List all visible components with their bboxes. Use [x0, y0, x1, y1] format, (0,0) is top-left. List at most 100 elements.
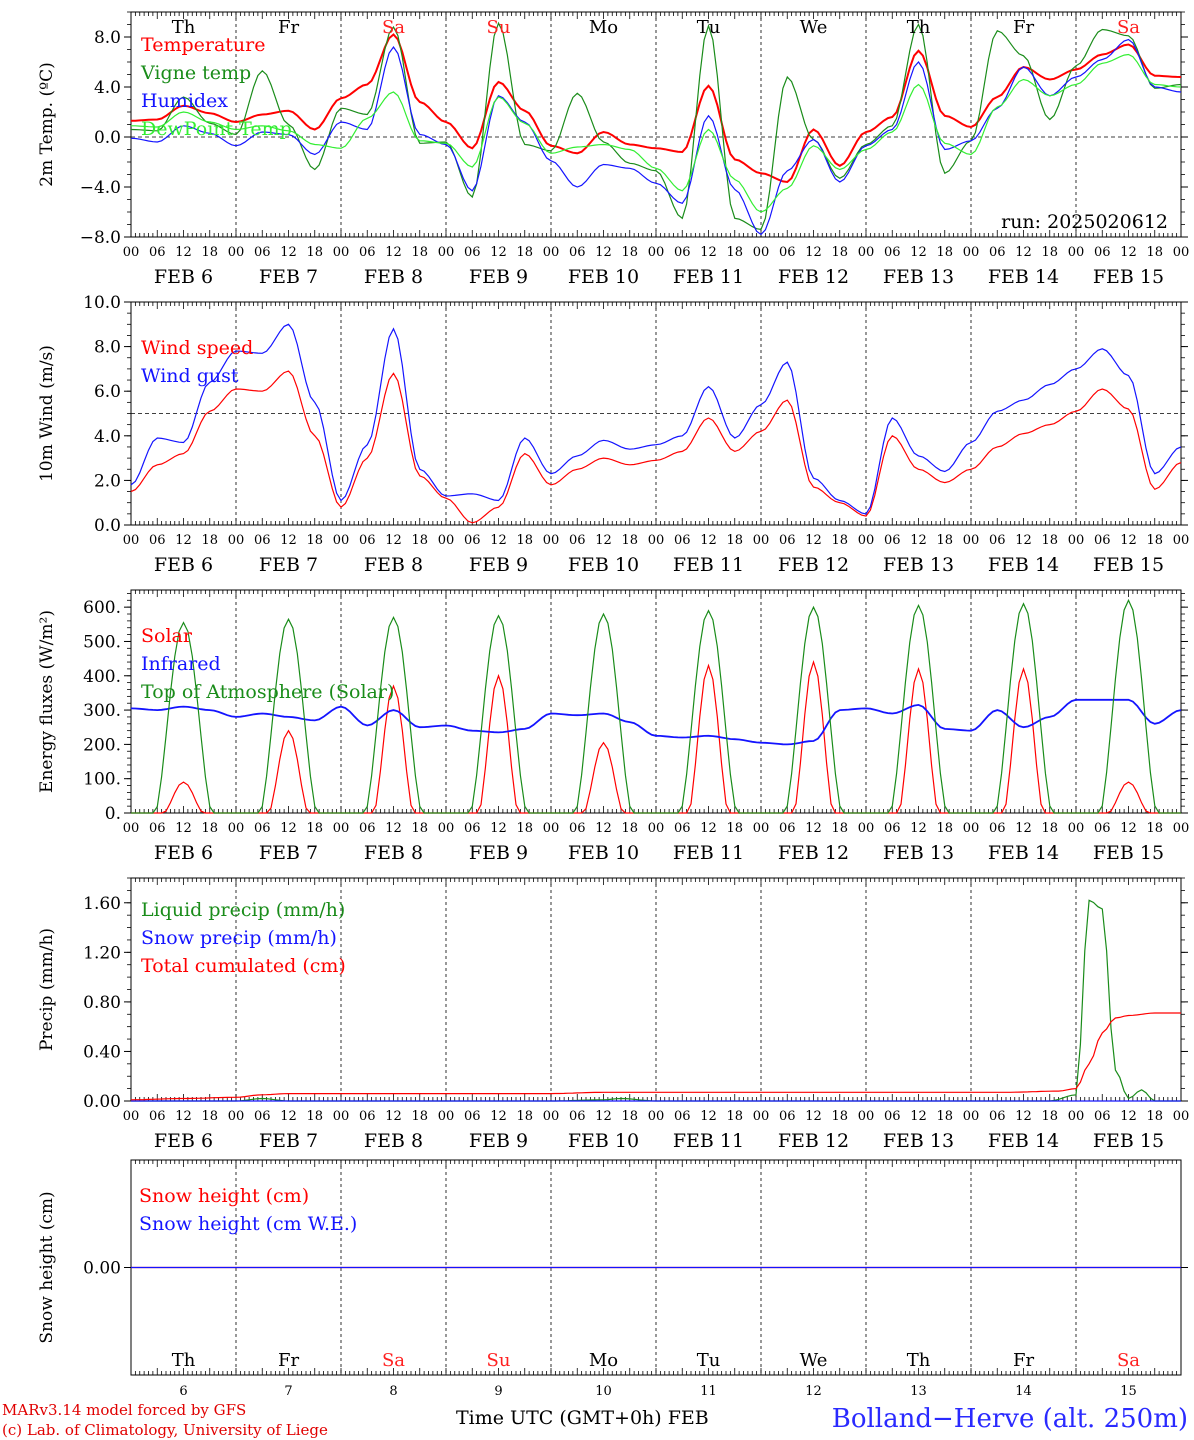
day-label: Sa: [1117, 1350, 1140, 1371]
model-credit: MARv3.14 model forced by GFS: [2, 1401, 246, 1419]
x-tick-label: 12: [910, 821, 927, 836]
x-axis-label: Time UTC (GMT+0h) FEB: [456, 1407, 709, 1429]
x-tick-label: 00: [1173, 245, 1190, 260]
date-label: FEB 6: [154, 842, 213, 864]
panel-3: 600. 500. 400. 300. 200. 100. 0. Energy fluxes …: [37, 589, 1189, 864]
x-tick-label: 00: [858, 1109, 875, 1124]
x-tick-label: 06: [464, 1109, 481, 1124]
x-tick-label: 18: [936, 821, 953, 836]
x-tick-label: 00: [648, 1109, 665, 1124]
day-label: Sa: [1117, 17, 1140, 38]
y-tick-label: 100.: [83, 770, 121, 790]
x-tick-label: 12: [1015, 245, 1032, 260]
x-tick-label: 06: [569, 1109, 586, 1124]
x-tick-label: 00: [123, 821, 140, 836]
x-tick-label: 06: [674, 1109, 691, 1124]
date-label: FEB 13: [883, 842, 954, 864]
x-tick-label: 18: [411, 533, 428, 548]
x-tick-label: 06: [149, 533, 166, 548]
y-tick-label: 1.20: [83, 943, 121, 963]
date-label: FEB 9: [469, 266, 528, 288]
legend-entry: Snow height (cm W.E.): [139, 1213, 357, 1235]
date-label: FEB 11: [673, 842, 744, 864]
x-tick-label: 06: [569, 821, 586, 836]
x-tick-label: 12: [805, 1109, 822, 1124]
x-tick-label: 00: [963, 245, 980, 260]
x-tick-label: 18: [306, 245, 323, 260]
day-label: Th: [172, 17, 196, 38]
date-label: FEB 7: [259, 266, 318, 288]
date-label: FEB 13: [883, 554, 954, 576]
y-axis-label: 2m Temp. (ºC): [37, 62, 57, 187]
day-number: 6: [179, 1384, 187, 1399]
x-tick-label: 18: [411, 245, 428, 260]
x-tick-label: 06: [884, 245, 901, 260]
x-tick-label: 06: [359, 533, 376, 548]
x-tick-label: 00: [333, 533, 350, 548]
x-tick-label: 18: [1041, 245, 1058, 260]
x-tick-label: 00: [753, 1109, 770, 1124]
x-tick-label: 06: [779, 1109, 796, 1124]
x-tick-label: 18: [726, 245, 743, 260]
x-tick-label: 00: [753, 245, 770, 260]
x-tick-label: 06: [464, 245, 481, 260]
x-tick-label: 06: [569, 533, 586, 548]
date-label: FEB 11: [673, 1130, 744, 1152]
x-tick-label: 12: [175, 1109, 192, 1124]
day-label: Fr: [278, 1350, 299, 1371]
day-label: Tu: [697, 17, 721, 38]
x-tick-label: 06: [254, 821, 271, 836]
x-tick-label: 12: [1015, 533, 1032, 548]
day-label: Th: [172, 1350, 196, 1371]
x-tick-label: 06: [674, 245, 691, 260]
x-tick-label: 12: [175, 821, 192, 836]
x-tick-label: 12: [280, 1109, 297, 1124]
x-tick-label: 00: [543, 533, 560, 548]
x-tick-label: 06: [149, 1109, 166, 1124]
day-label: Mo: [589, 1350, 618, 1371]
legend-entry: Total cumulated (cm): [141, 955, 346, 977]
x-tick-label: 18: [306, 533, 323, 548]
y-tick-label: 0.: [105, 804, 121, 824]
x-tick-label: 00: [1173, 533, 1190, 548]
legend-entry: Snow precip (mm/h): [141, 927, 337, 949]
day-number: 10: [595, 1384, 612, 1399]
date-label: FEB 9: [469, 554, 528, 576]
date-label: FEB 12: [778, 1130, 849, 1152]
legend-entry: DewPoint Temp: [141, 118, 292, 140]
x-tick-label: 12: [490, 533, 507, 548]
x-tick-label: 12: [1015, 1109, 1032, 1124]
date-label: FEB 12: [778, 266, 849, 288]
x-tick-label: 00: [543, 1109, 560, 1124]
legend-entry: Temperature: [141, 34, 265, 56]
x-tick-label: 00: [648, 245, 665, 260]
x-tick-label: 06: [779, 245, 796, 260]
day-label: Su: [487, 17, 511, 38]
date-label: FEB 8: [364, 1130, 423, 1152]
day-label: Fr: [278, 17, 299, 38]
x-tick-label: 06: [884, 821, 901, 836]
series-line-vigne-temp: [130, 21, 1182, 231]
day-label: Th: [907, 17, 931, 38]
day-label: Fr: [1013, 17, 1034, 38]
date-label: FEB 15: [1093, 1130, 1164, 1152]
x-tick-label: 06: [359, 245, 376, 260]
x-tick-label: 06: [1094, 821, 1111, 836]
x-tick-label: 00: [963, 821, 980, 836]
x-tick-label: 00: [438, 533, 455, 548]
x-tick-label: 18: [201, 821, 218, 836]
x-tick-label: 18: [936, 533, 953, 548]
x-tick-label: 00: [963, 533, 980, 548]
x-tick-label: 06: [884, 1109, 901, 1124]
date-label: FEB 7: [259, 842, 318, 864]
x-tick-label: 18: [621, 245, 638, 260]
date-label: FEB 10: [568, 842, 639, 864]
day-label: We: [800, 1350, 828, 1371]
date-label: FEB 15: [1093, 554, 1164, 576]
x-tick-label: 00: [438, 245, 455, 260]
x-tick-label: 06: [569, 245, 586, 260]
x-tick-label: 00: [123, 533, 140, 548]
date-label: FEB 11: [673, 266, 744, 288]
day-number: 9: [494, 1384, 502, 1399]
x-tick-label: 18: [831, 533, 848, 548]
